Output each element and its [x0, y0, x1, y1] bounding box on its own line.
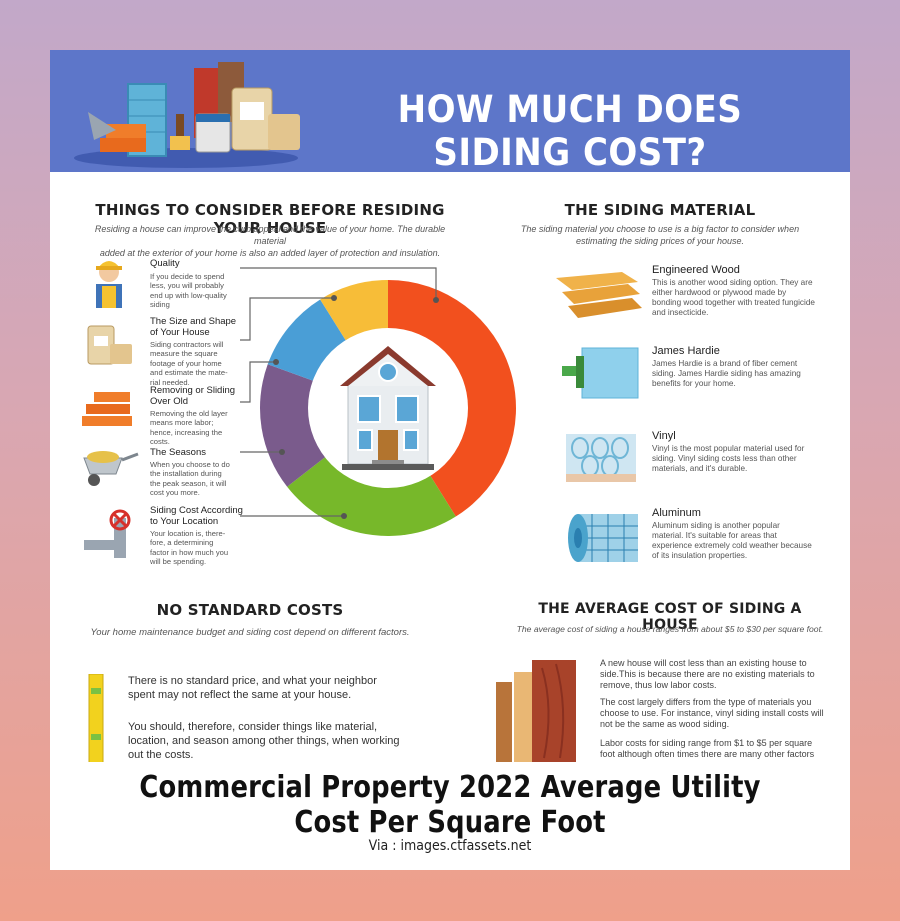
bricks-icon: [82, 392, 132, 426]
consider-item-size: The Size and Shape of Your House Siding c…: [150, 316, 237, 387]
average-paragraph-3: Labor costs for siding range from $1 to …: [600, 738, 815, 759]
connector-quality: [240, 267, 437, 300]
material-item-james-hardie: James Hardie James Hardie is a brand of …: [652, 345, 801, 388]
consider-item-seasons: The Seasons When you choose to do the ins…: [150, 447, 230, 498]
wood-planks-icon: [556, 272, 642, 318]
consider-item-quality: Quality If you decide to spend less, you …: [150, 258, 227, 310]
source-credit: Via : images.ctfassets.net: [368, 838, 532, 854]
construction-materials-icon: [74, 62, 300, 168]
level-tool-icon: [88, 674, 104, 766]
nostandard-paragraph-1: There is no standard price, and what you…: [128, 675, 377, 701]
nostandard-paragraph-2: You should, therefore, consider things l…: [128, 721, 400, 761]
cement-bag-icon: [87, 325, 132, 365]
house-icon: [340, 346, 436, 470]
consider-item-location: Siding Cost According to Your Location Yo…: [150, 505, 243, 567]
material-item-aluminum: Aluminum Aluminum siding is another popu…: [652, 507, 812, 560]
material-item-engineered-wood: Engineered Wood This is another wood sid…: [652, 264, 815, 317]
caption-bar: [50, 762, 850, 870]
material-title: THE SIDING MATERIAL: [564, 201, 756, 219]
infographic-card: HOW MUCH DOES SIDING COST? THINGS TO CON…: [50, 50, 850, 870]
vinyl-roll-icon: [566, 434, 636, 482]
factors-donut: [240, 267, 516, 536]
material-subtitle: The siding material you choose to use is…: [520, 224, 800, 246]
caption-title: Commercial Property 2022 Average Utility…: [139, 770, 761, 840]
average-paragraph-2: The cost largely differs from the type o…: [600, 697, 824, 729]
wheelbarrow-icon: [83, 451, 139, 486]
material-item-vinyl: Vinyl Vinyl is the most popular material…: [652, 430, 805, 473]
nostandard-title: NO STANDARD COSTS: [156, 601, 344, 619]
banner-title: HOW MUCH DOES SIDING COST?: [397, 88, 743, 174]
nostandard-subtitle: Your home maintenance budget and siding …: [90, 627, 410, 638]
connector-size: [240, 297, 334, 341]
average-title: THE AVERAGE COST OF SIDING A HOUSE: [538, 601, 802, 633]
wood-boards-icon: [496, 660, 576, 762]
consider-item-removing: Removing or Sliding Over Old Removing the…: [150, 385, 236, 447]
mesh-roll-icon: [568, 514, 638, 562]
pipe-valve-icon: [84, 509, 131, 558]
header-banner: HOW MUCH DOES SIDING COST?: [50, 50, 850, 174]
paint-roller-icon: [562, 347, 639, 399]
average-subtitle: The average cost of siding a house range…: [516, 624, 824, 634]
consider-subtitle: Residing a house can improve the curb ap…: [94, 224, 446, 258]
connector-removing: [240, 361, 276, 403]
consider-title: THINGS TO CONSIDER BEFORE RESIDING YOUR …: [95, 201, 445, 237]
average-paragraph-1: A new house will cost less than an exist…: [600, 658, 815, 690]
worker-icon: [96, 261, 122, 308]
